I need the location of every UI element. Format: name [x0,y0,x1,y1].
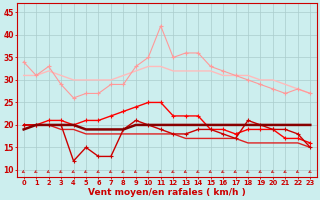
X-axis label: Vent moyen/en rafales ( km/h ): Vent moyen/en rafales ( km/h ) [88,188,246,197]
